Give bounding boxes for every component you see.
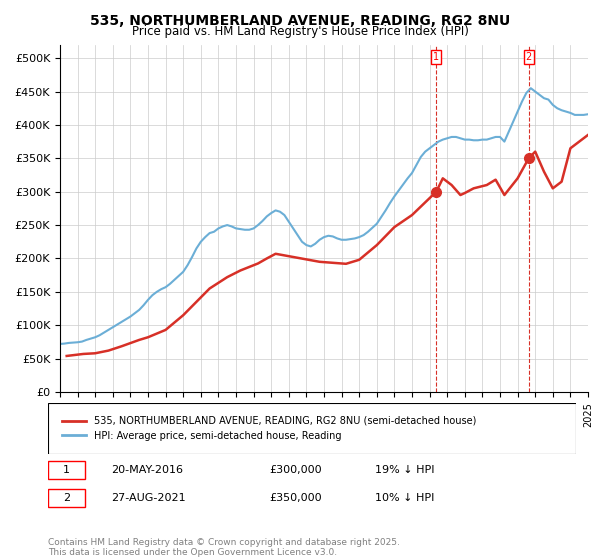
- Text: 10% ↓ HPI: 10% ↓ HPI: [376, 493, 435, 503]
- Text: 1: 1: [63, 465, 70, 475]
- Text: Contains HM Land Registry data © Crown copyright and database right 2025.
This d: Contains HM Land Registry data © Crown c…: [48, 538, 400, 557]
- FancyBboxPatch shape: [48, 489, 85, 507]
- Text: 2: 2: [63, 493, 70, 503]
- Text: 19% ↓ HPI: 19% ↓ HPI: [376, 465, 435, 475]
- Text: 535, NORTHUMBERLAND AVENUE, READING, RG2 8NU: 535, NORTHUMBERLAND AVENUE, READING, RG2…: [90, 14, 510, 28]
- Text: 2: 2: [526, 52, 532, 62]
- Text: £300,000: £300,000: [270, 465, 322, 475]
- Legend: 535, NORTHUMBERLAND AVENUE, READING, RG2 8NU (semi-detached house), HPI: Average: 535, NORTHUMBERLAND AVENUE, READING, RG2…: [58, 412, 481, 445]
- Text: 20-MAY-2016: 20-MAY-2016: [112, 465, 184, 475]
- Text: 27-AUG-2021: 27-AUG-2021: [112, 493, 186, 503]
- FancyBboxPatch shape: [48, 461, 85, 479]
- Text: Price paid vs. HM Land Registry's House Price Index (HPI): Price paid vs. HM Land Registry's House …: [131, 25, 469, 38]
- FancyBboxPatch shape: [48, 403, 576, 454]
- Text: £350,000: £350,000: [270, 493, 322, 503]
- Text: 1: 1: [433, 52, 439, 62]
